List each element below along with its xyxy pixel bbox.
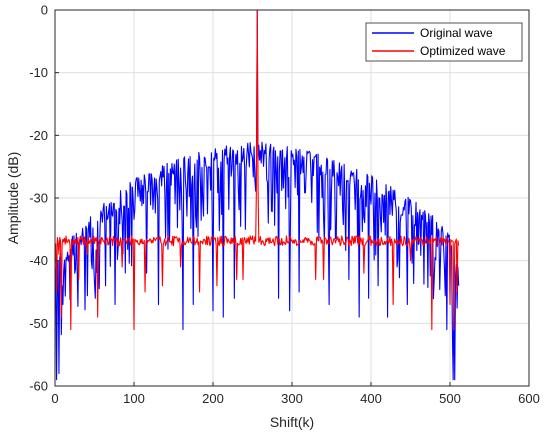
y-tick-label: -10 [29, 65, 48, 80]
axis-ticks: 0 100 200 300 400 500 600 0 -10 -20 -30 -40 -50 -60 [29, 3, 540, 407]
y-tick-label: -50 [29, 316, 48, 331]
y-tick-label: -30 [29, 191, 48, 206]
x-axis-label: Shift(k) [270, 414, 314, 430]
y-tick-label: -20 [29, 128, 48, 143]
y-tick-label: 0 [41, 3, 48, 18]
x-tick-label: 400 [360, 391, 382, 406]
y-tick-label: -40 [29, 253, 48, 268]
x-tick-label: 0 [51, 391, 58, 406]
legend: Original wave Optimized wave [365, 22, 523, 62]
y-axis-label: Amplitude (dB) [5, 152, 21, 245]
x-tick-label: 500 [439, 391, 461, 406]
x-tick-label: 600 [518, 391, 540, 406]
x-tick-label: 100 [123, 391, 145, 406]
x-tick-label: 200 [202, 391, 224, 406]
legend-box [365, 22, 523, 62]
x-tick-label: 300 [281, 391, 303, 406]
y-tick-label: -60 [29, 379, 48, 394]
legend-label-original-wave: Original wave [420, 26, 493, 40]
legend-label-optimized-wave: Optimized wave [420, 44, 506, 58]
